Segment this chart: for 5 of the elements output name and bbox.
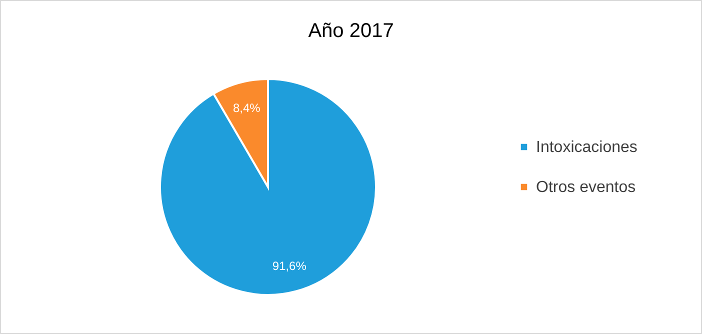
legend-label: Otros eventos — [536, 179, 636, 196]
data-label: 8,4% — [232, 100, 261, 115]
data-label: 91,6% — [272, 259, 307, 274]
legend-label: Intoxicaciones — [536, 139, 638, 156]
chart-title: Año 2017 — [308, 20, 394, 42]
